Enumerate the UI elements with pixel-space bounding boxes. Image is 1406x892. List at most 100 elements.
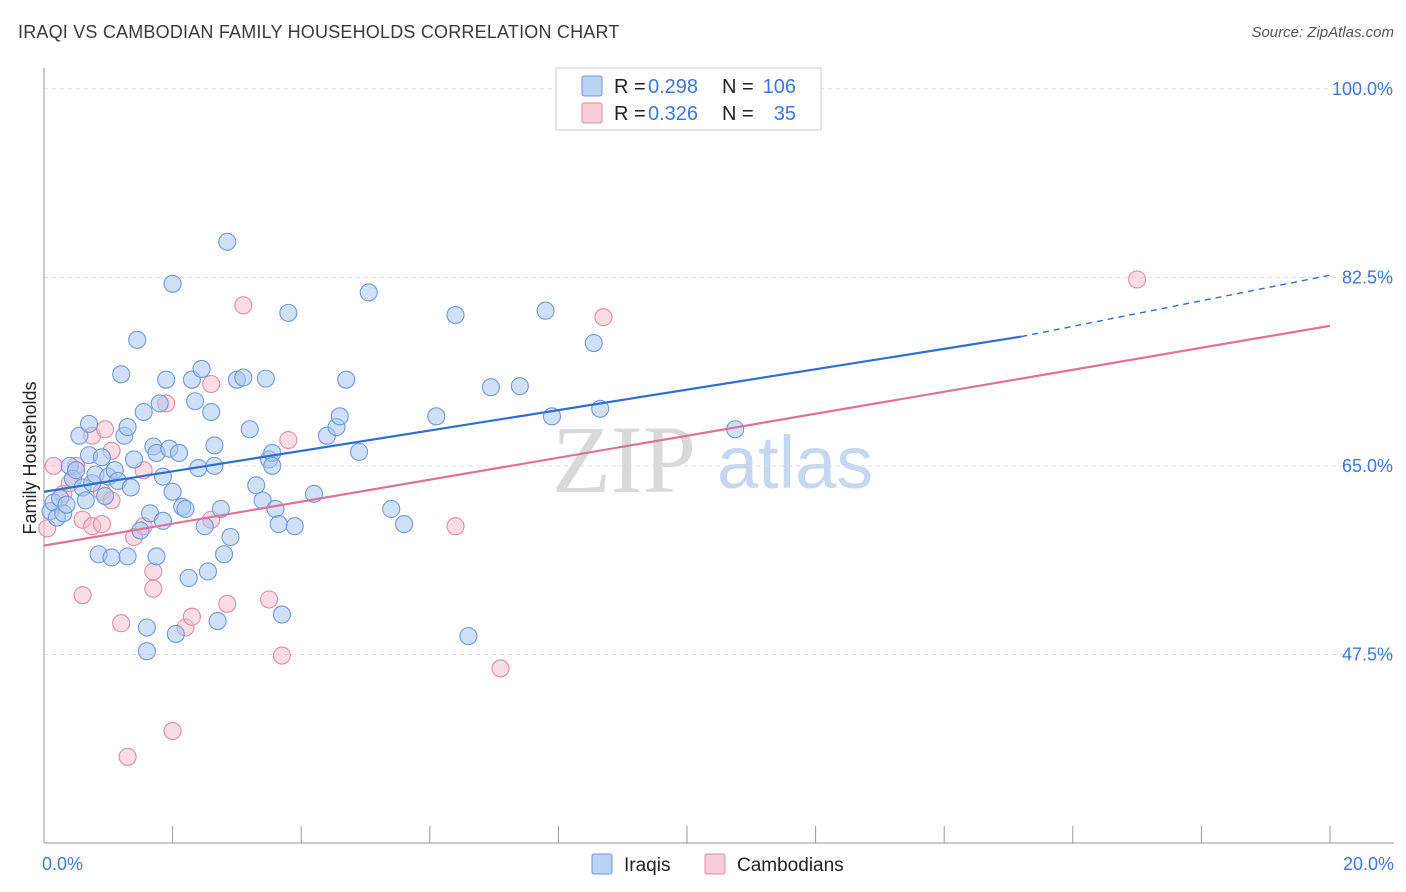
iraqis-point	[163, 482, 182, 501]
iraqis-point	[166, 624, 185, 644]
watermark: ZIP atlas	[552, 406, 873, 513]
iraqis-point	[198, 562, 218, 581]
iraqis-point	[208, 611, 227, 631]
trend-line-iraqis	[43, 335, 1022, 493]
iraqis-point	[279, 303, 298, 322]
legend-n-label-iraqis: N =	[722, 76, 754, 98]
iraqis-point	[137, 618, 156, 637]
iraqis-point	[192, 359, 211, 378]
iraqis-point	[330, 407, 349, 426]
cambodians-point	[446, 517, 465, 536]
bottom-legend-label-iraqis: Iraqis	[624, 855, 670, 876]
legend-n-value-iraqis: 106	[763, 76, 796, 98]
iraqis-point	[163, 274, 182, 293]
iraqis-point	[510, 377, 529, 396]
iraqis-point	[102, 548, 121, 567]
iraqis-point	[211, 499, 230, 519]
legend-swatch-cambodians	[581, 102, 603, 124]
iraqis-point	[150, 394, 169, 413]
iraqis-point	[272, 605, 291, 624]
iraqis-point	[147, 547, 166, 566]
iraqis-point	[459, 627, 478, 646]
iraqis-point	[395, 515, 414, 534]
iraqis-point	[263, 456, 282, 475]
trend-lines	[43, 274, 1331, 547]
y-tick-label: 100.0%	[1332, 79, 1393, 99]
iraqis-point	[157, 370, 176, 389]
iraqis-point	[446, 305, 465, 325]
iraqis-point	[169, 443, 189, 463]
x-tick-label: 20.0%	[1343, 854, 1394, 874]
cambodians-point	[234, 296, 253, 315]
legend-r-label-iraqis: R =	[614, 76, 646, 98]
iraqis-point	[76, 491, 95, 510]
legend-r-value-iraqis: 0.298	[648, 76, 698, 98]
y-tick-label: 65.0%	[1342, 456, 1393, 476]
cambodians-point	[92, 515, 111, 534]
cambodians-point	[202, 374, 221, 394]
iraqis-point	[176, 499, 195, 519]
iraqis-point	[153, 467, 173, 486]
iraqis-point	[256, 369, 275, 388]
watermark-zip: ZIP	[552, 406, 696, 513]
iraqis-point	[205, 436, 224, 455]
cambodians-point	[144, 579, 163, 598]
iraqis-point	[382, 499, 401, 519]
iraqis-point	[57, 495, 76, 514]
legend-r-value-cambodians: 0.326	[648, 103, 698, 125]
iraqis-point	[70, 426, 89, 445]
cambodians-point	[594, 308, 613, 327]
legend-swatch-iraqis	[581, 75, 603, 97]
cambodians-point	[163, 721, 182, 740]
cambodians-point	[272, 646, 291, 665]
iraqis-point	[359, 283, 378, 302]
cambodians-point	[259, 590, 279, 609]
iraqis-point	[240, 420, 259, 439]
cambodians-point	[44, 456, 63, 475]
cambodians-point	[73, 586, 92, 605]
iraqis-point	[92, 448, 111, 467]
chart-source: Source: ZipAtlas.com	[1251, 24, 1394, 41]
iraqis-point	[536, 301, 555, 320]
iraqis-point	[179, 568, 198, 587]
iraqis-point	[221, 527, 240, 547]
cambodians-point	[279, 430, 298, 450]
cambodians-point	[218, 594, 237, 613]
bottom-legend: Iraqis Cambodians	[591, 853, 844, 876]
iraqis-point	[584, 334, 603, 353]
iraqis-point	[218, 232, 237, 251]
y-tick-label: 47.5%	[1342, 644, 1393, 664]
iraqis-point	[481, 378, 500, 397]
bottom-legend-swatch-cambodians	[704, 853, 726, 875]
chart-title: IRAQI VS CAMBODIAN FAMILY HOUSEHOLDS COR…	[18, 22, 620, 42]
legend-n-label-cambodians: N =	[722, 103, 754, 125]
iraqis-point	[427, 407, 446, 426]
bottom-legend-swatch-iraqis	[591, 853, 613, 875]
iraqis-point	[202, 402, 221, 422]
cambodians-point	[144, 562, 163, 581]
iraqis-point	[137, 642, 156, 661]
iraqis-point	[269, 515, 288, 534]
trend-line-iraqis-extension	[1021, 274, 1331, 338]
watermark-atlas: atlas	[717, 421, 873, 504]
iraqis-point	[350, 442, 369, 461]
iraqis-point	[96, 487, 115, 506]
iraqis-point	[134, 402, 153, 422]
iraqis-point	[121, 478, 140, 497]
cambodians-point	[118, 747, 137, 766]
iraqis-point	[214, 545, 234, 564]
cambodians-point	[491, 659, 510, 678]
cambodians-point	[182, 607, 201, 626]
iraqis-point	[124, 450, 144, 469]
iraqis-point	[234, 368, 253, 387]
trend-line-cambodians	[43, 324, 1331, 547]
iraqis-point	[118, 418, 137, 437]
iraqis-point	[285, 517, 304, 536]
legend-n-value-cambodians: 35	[774, 103, 796, 125]
cambodians-point	[112, 614, 131, 633]
cambodians-point	[96, 420, 115, 439]
iraqis-point	[118, 547, 137, 566]
iraqis-point	[266, 499, 285, 519]
iraqis-point	[112, 365, 131, 384]
